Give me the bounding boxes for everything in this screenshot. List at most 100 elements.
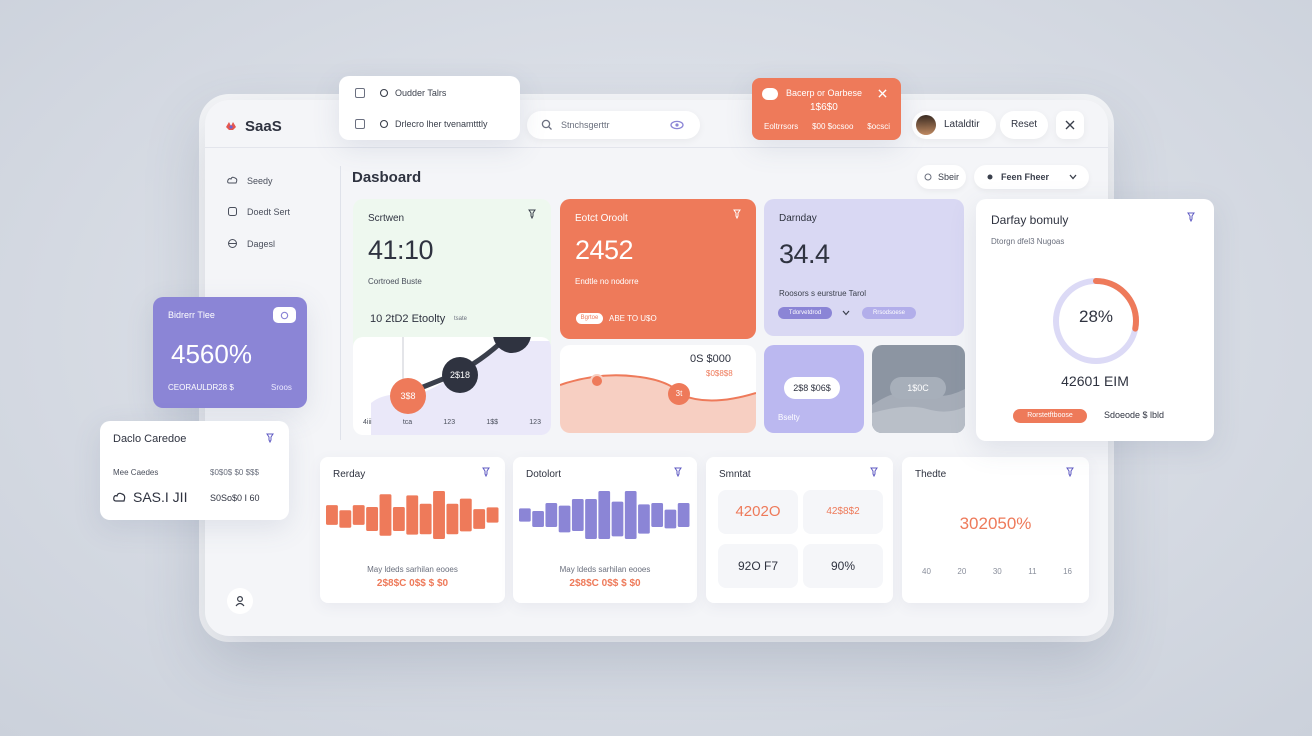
bar-chart: [519, 491, 690, 539]
slide-chip[interactable]: Sbeir: [917, 165, 966, 189]
bar: [486, 507, 499, 523]
close-icon[interactable]: [878, 89, 887, 98]
percent-axis: 40 20 30 11 16: [922, 567, 1072, 576]
bar: [352, 505, 365, 525]
avatar: [916, 115, 936, 135]
percent-value: 302050%: [959, 514, 1032, 533]
bar: [545, 503, 558, 527]
donut-panel[interactable]: Darfay bomuly Dtorgn dfel3 Nugoas 28% 42…: [976, 199, 1214, 441]
bar: [651, 503, 664, 527]
x-axis: 4iii tca 123 1$$ 123: [363, 419, 541, 426]
bar: [611, 501, 624, 537]
bar: [379, 494, 392, 536]
pin-icon[interactable]: [527, 209, 537, 219]
checkbox[interactable]: [355, 119, 365, 129]
pin-icon[interactable]: [732, 209, 742, 219]
bar-chart-card-orange[interactable]: Rerday May ldeds sarhilan eooes 2$8$C 0$…: [320, 457, 505, 603]
green-chart-panel: 1228 2$18 3$8 4iii tca 123 1$$ 123: [353, 337, 551, 435]
mountain-graphic: [872, 389, 965, 433]
toggle-button[interactable]: [273, 307, 296, 323]
dot-icon: [379, 119, 389, 129]
pin-icon[interactable]: [481, 467, 491, 477]
cloud-icon: [113, 492, 126, 502]
notification-card[interactable]: Bacerp or Oarbese 1$6$0 Eoltrrsors $00 $…: [752, 78, 901, 140]
pin-icon[interactable]: [265, 433, 275, 443]
page-title: Dasboard: [352, 169, 422, 186]
stat-value: 4560%: [171, 339, 252, 369]
chevron-down-icon[interactable]: [842, 310, 850, 316]
bar: [664, 509, 677, 529]
mini-card-lavender[interactable]: 2$8 $06$ Bselty: [764, 345, 864, 433]
checkbox[interactable]: [355, 88, 365, 98]
pin-icon[interactable]: [869, 467, 879, 477]
stat-cell: 90%: [803, 544, 883, 588]
bar: [585, 499, 597, 539]
close-button[interactable]: [1056, 111, 1084, 139]
bubble-marker[interactable]: 3$8: [390, 378, 426, 414]
bar: [446, 503, 459, 535]
bar: [419, 503, 432, 535]
stat-cell: 4202O: [718, 490, 798, 534]
detail-card[interactable]: Daclo Caredoe Mee Caedes $0$0$ $0 $$$ SA…: [100, 421, 289, 520]
bar-chart: [326, 491, 499, 539]
mini-card-gray[interactable]: 1$0C: [872, 345, 965, 433]
search-input[interactable]: Stnchsgerttr: [527, 111, 700, 139]
bar: [677, 503, 690, 527]
purple-stat-card[interactable]: Bidrerr Tlee 4560% CEORAULDR28 $ Sroos: [153, 297, 307, 408]
filter-dot-icon: [987, 174, 993, 180]
bar-chart-card-purple[interactable]: Dotolort May ldeds sarhilan eooes 2$8$C …: [513, 457, 697, 603]
filter-dropdown[interactable]: Feen Fheer: [974, 165, 1089, 189]
options-popup: Oudder Talrs Drlecro lher tvenamtttly: [339, 76, 520, 140]
stats-grid-card[interactable]: Smntat 4202O 42$8$2 92O F7 90%: [706, 457, 893, 603]
bubble-marker[interactable]: 2$18: [442, 357, 478, 393]
bar: [532, 511, 544, 527]
stat-value: 2452: [575, 235, 634, 265]
stat-card-orange[interactable]: Eotct Oroolt 2452 Endtle no nodorre Bgrt…: [560, 199, 756, 339]
filter-chip[interactable]: Rrsodsoese: [862, 307, 916, 319]
brand-name: SaaS: [245, 118, 282, 135]
stat-value: 41:10: [368, 235, 434, 265]
bar: [459, 498, 472, 532]
pin-icon[interactable]: [1065, 467, 1075, 477]
cloud-icon: [227, 176, 238, 184]
stat-card-lavender[interactable]: Darnday 34.4 Roosors s eurstrue Tarol Td…: [764, 199, 964, 336]
percent-card[interactable]: Thedte 302050% 40 20 30 11 16: [902, 457, 1089, 603]
bar: [519, 508, 531, 522]
chevron-down-icon: [1069, 174, 1077, 180]
filter-chip[interactable]: Tdorvetdrod: [778, 307, 832, 319]
dot-icon: [379, 88, 389, 98]
document-icon: [228, 207, 237, 216]
user-name: Lataldtir: [944, 119, 980, 130]
bar: [473, 509, 486, 529]
stat-value: 34.4: [779, 239, 830, 269]
bar: [558, 505, 571, 533]
wave-point[interactable]: [590, 374, 604, 388]
search-icon: [541, 119, 552, 130]
sidebar-divider: [340, 166, 341, 440]
top-bar: SaaS Stnchsgerttr Lataldtir Reset: [205, 100, 1108, 148]
circle-icon: [228, 239, 237, 248]
status-badge[interactable]: Rorstetftboose: [1013, 409, 1087, 423]
bar: [406, 495, 419, 535]
wave-marker[interactable]: 3t: [668, 383, 690, 405]
bar: [339, 510, 352, 528]
bar: [326, 505, 338, 525]
dot-icon: [924, 173, 932, 181]
pin-icon[interactable]: [673, 467, 683, 477]
eye-icon[interactable]: [670, 120, 684, 130]
settings-button[interactable]: [227, 588, 253, 614]
bubble-marker[interactable]: 1228: [493, 337, 531, 353]
user-menu[interactable]: Lataldtir: [912, 111, 996, 139]
pin-icon[interactable]: [1186, 212, 1196, 222]
message-icon: [762, 88, 778, 100]
user-icon: [235, 595, 245, 607]
donut-chart: [1053, 278, 1139, 364]
bar: [571, 499, 584, 531]
close-icon: [1065, 120, 1075, 130]
bar: [638, 504, 650, 534]
brand-logo-icon: [226, 122, 236, 130]
reset-button[interactable]: Reset: [1000, 111, 1048, 139]
circle-icon: [280, 311, 289, 320]
bar: [598, 491, 611, 539]
stat-cell: 42$8$2: [803, 490, 883, 534]
